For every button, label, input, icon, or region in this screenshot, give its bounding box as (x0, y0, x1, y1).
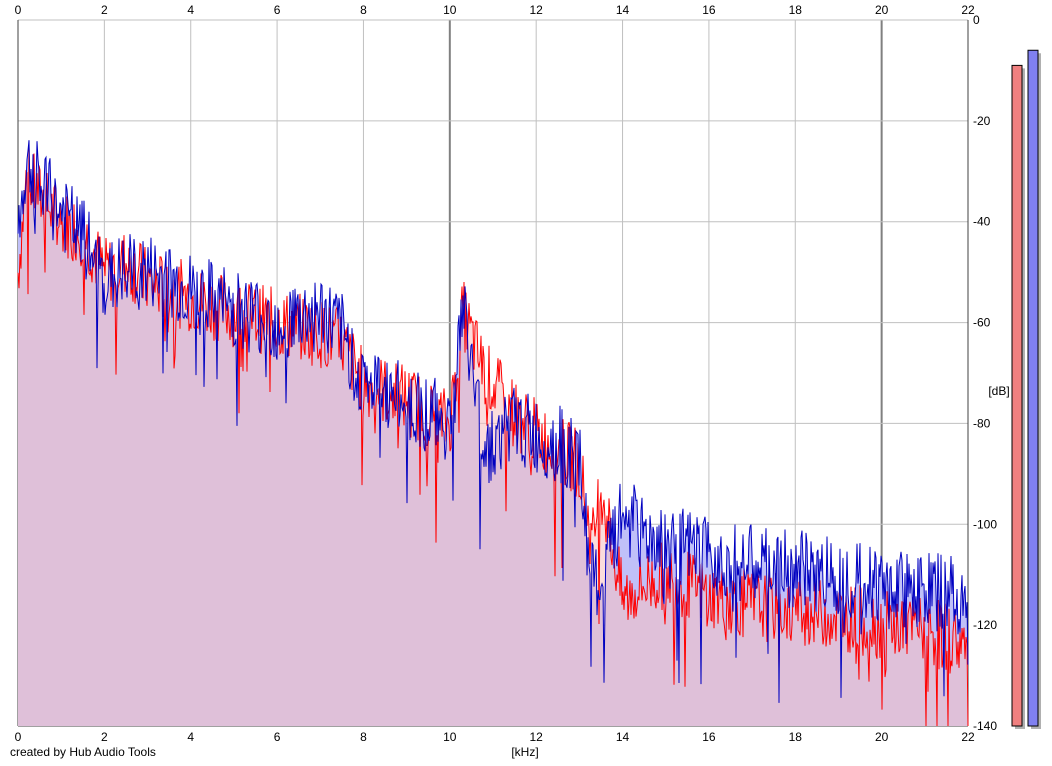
x-tick-label-bottom: 2 (101, 730, 108, 744)
x-tick-label-top: 8 (360, 3, 367, 17)
y-tick-label: 0 (973, 13, 980, 27)
y-tick-label: -60 (973, 316, 991, 330)
series-fill-red (18, 146, 968, 727)
tick-labels: 002244668810101212141416161818202022220-… (15, 3, 998, 744)
x-axis-label: [kHz] (511, 745, 538, 759)
y-tick-label: -140 (973, 719, 997, 733)
y-tick-label: -80 (973, 416, 991, 430)
x-tick-label-bottom: 0 (15, 730, 22, 744)
x-tick-label-bottom: 18 (789, 730, 803, 744)
x-tick-label-top: 6 (274, 3, 281, 17)
x-tick-label-top: 20 (875, 3, 889, 17)
x-tick-label-bottom: 12 (530, 730, 544, 744)
x-tick-label-bottom: 8 (360, 730, 367, 744)
x-tick-label-top: 16 (702, 3, 716, 17)
y-tick-label: -40 (973, 215, 991, 229)
x-tick-label-top: 12 (530, 3, 544, 17)
x-tick-label-bottom: 22 (961, 730, 975, 744)
x-tick-label-bottom: 6 (274, 730, 281, 744)
y-axis-label: [dB] (988, 384, 1009, 398)
level-meter-bar (1027, 49, 1039, 727)
y-tick-label: -100 (973, 517, 997, 531)
level-meter-bar (1011, 64, 1023, 727)
series-line-red (17, 146, 969, 727)
level-meters (1011, 49, 1041, 729)
x-tick-label-top: 2 (101, 3, 108, 17)
x-tick-label-top: 18 (789, 3, 803, 17)
credit-text: created by Hub Audio Tools (10, 745, 156, 759)
x-tick-label-top: 4 (187, 3, 194, 17)
y-tick-label: -20 (973, 114, 991, 128)
x-tick-label-top: 14 (616, 3, 630, 17)
y-tick-label: -120 (973, 618, 997, 632)
x-tick-label-top: 22 (961, 3, 975, 17)
x-tick-label-bottom: 4 (187, 730, 194, 744)
x-tick-label-top: 10 (443, 3, 457, 17)
x-tick-label-bottom: 10 (443, 730, 457, 744)
x-tick-label-bottom: 16 (702, 730, 716, 744)
x-tick-label-bottom: 20 (875, 730, 889, 744)
x-tick-label-bottom: 14 (616, 730, 630, 744)
x-tick-label-top: 0 (15, 3, 22, 17)
series-line-blue (17, 140, 969, 703)
